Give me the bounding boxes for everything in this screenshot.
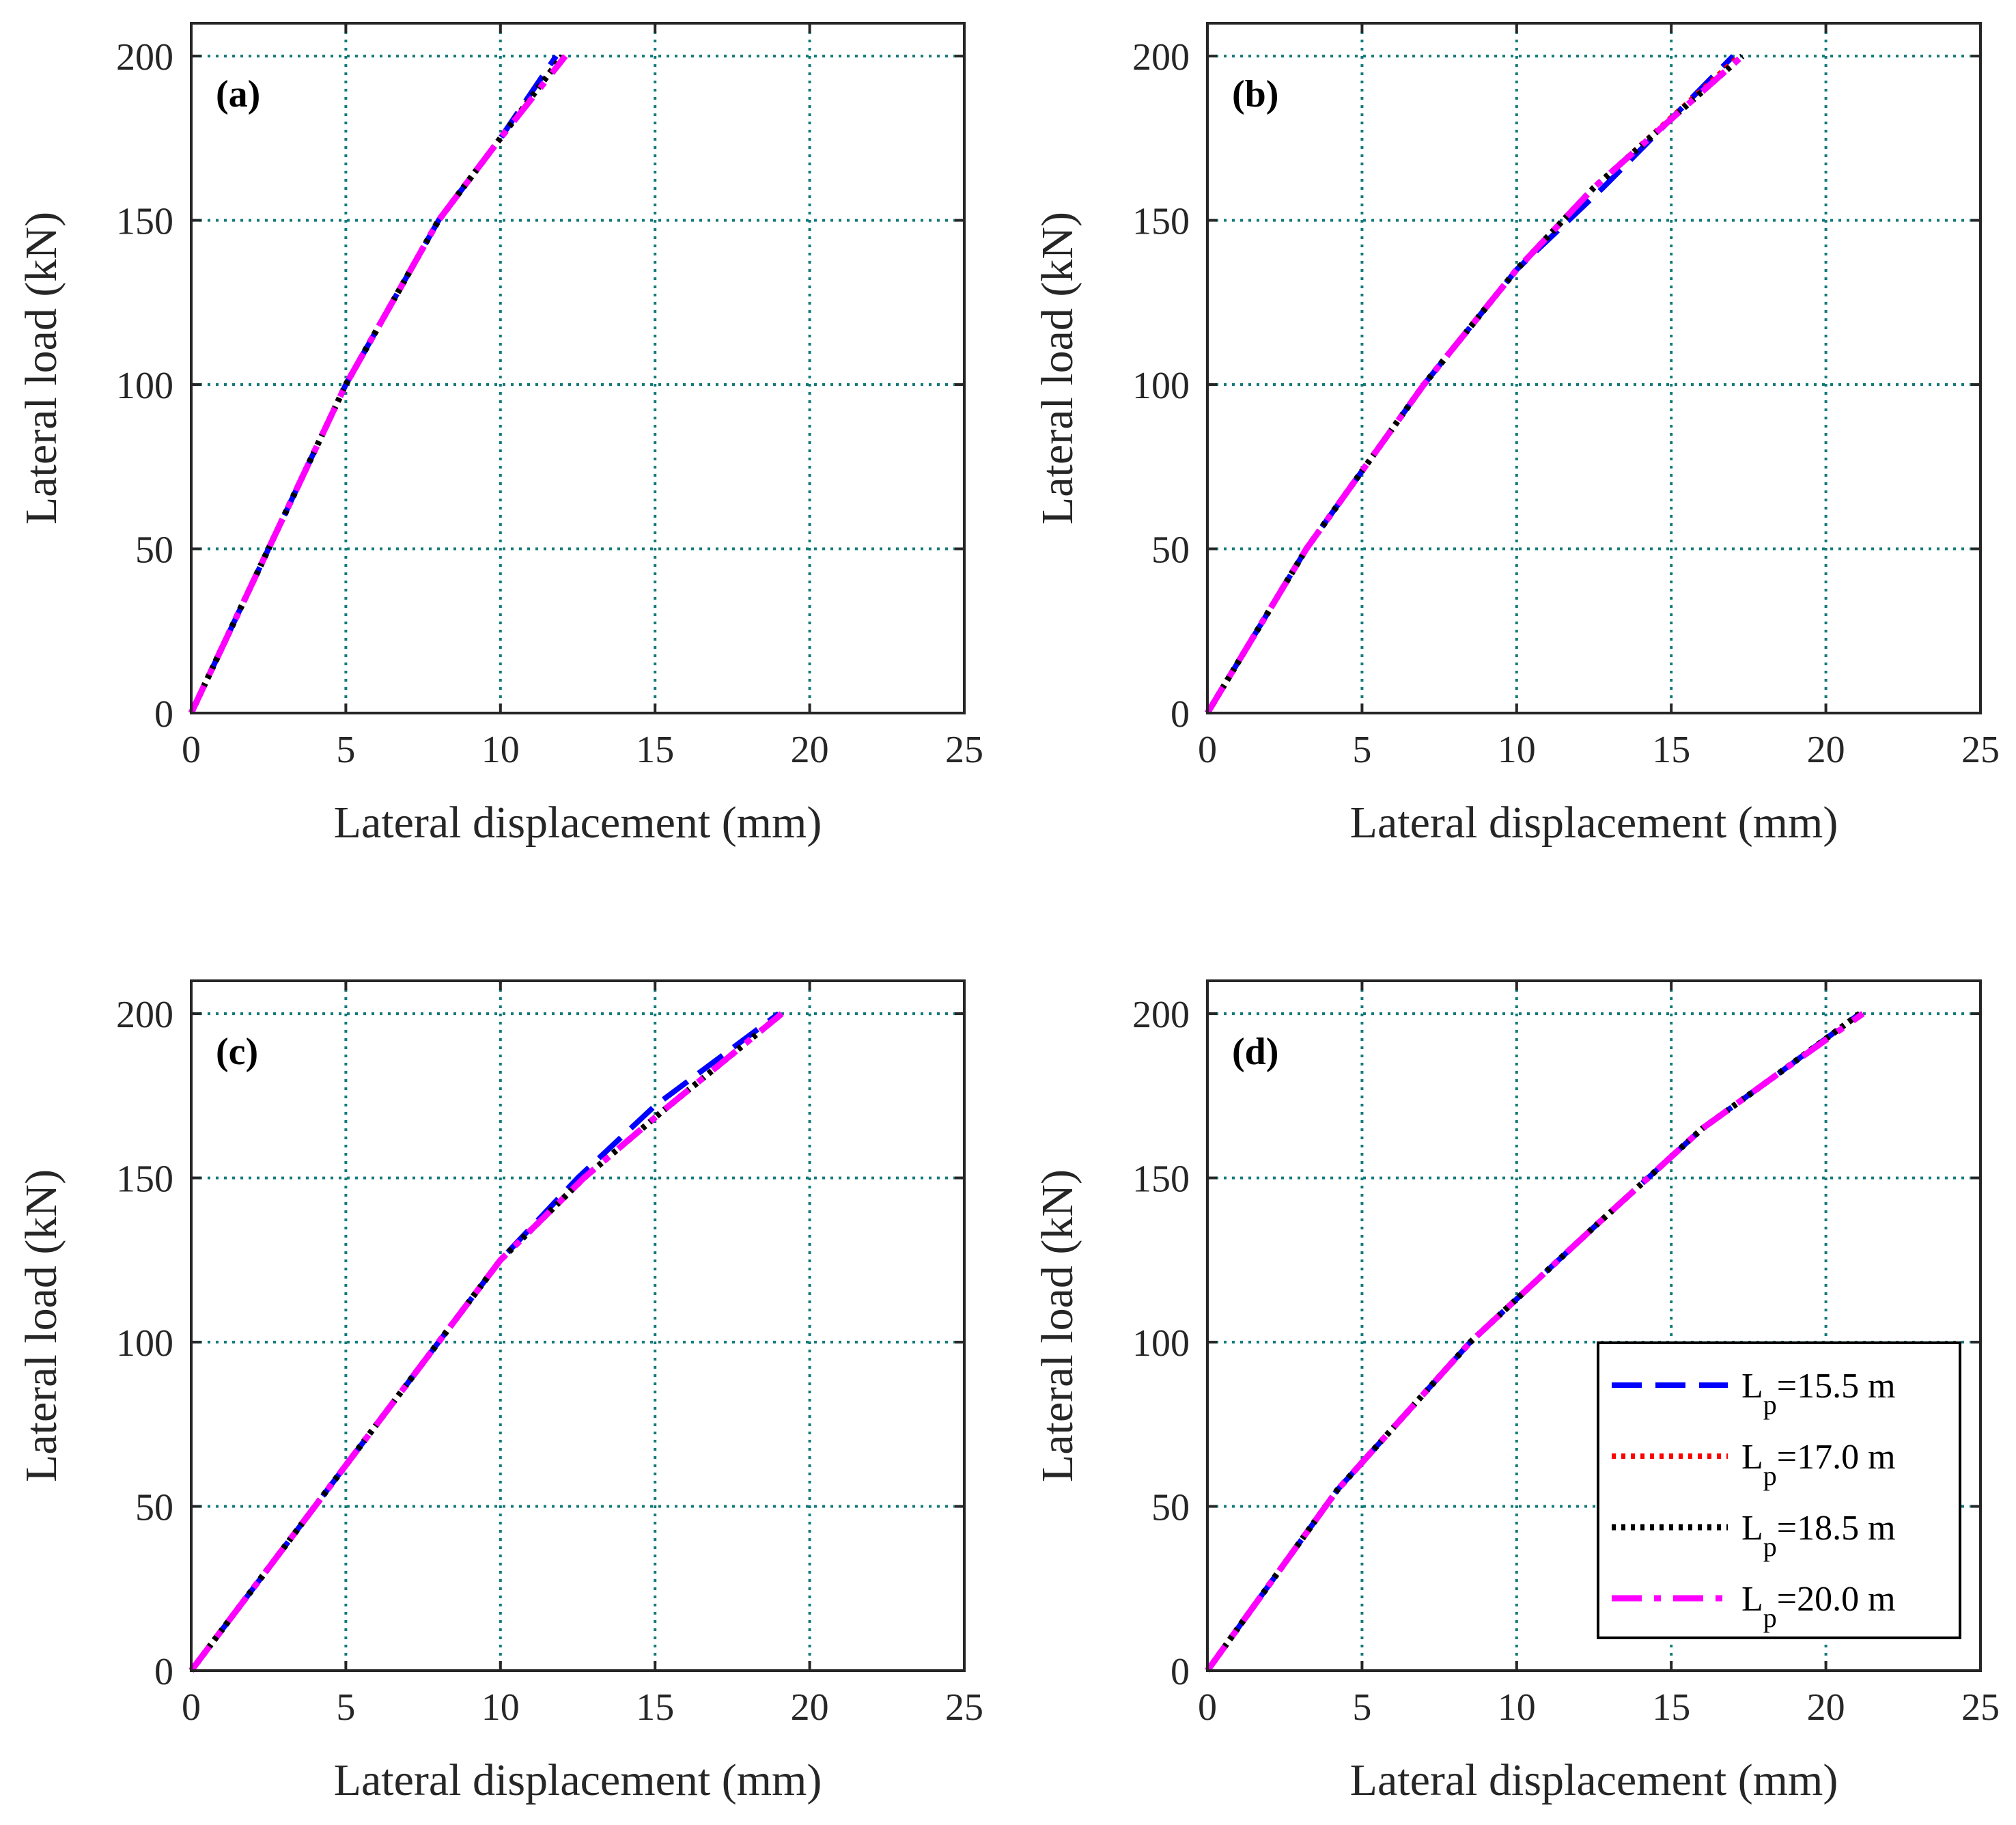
- x-tick-label: 25: [1961, 729, 2000, 771]
- y-tick-label: 150: [1132, 1158, 1190, 1201]
- x-tick-label: 25: [945, 729, 983, 771]
- y-tick-label: 50: [1151, 1487, 1190, 1529]
- legend-box: [1597, 1341, 1961, 1639]
- legend-label-subscript: p: [1763, 1531, 1777, 1562]
- legend-label: Lp=17.0 m: [1741, 1438, 1896, 1491]
- series-line-3: [1205, 53, 1745, 715]
- legend-label: Lp=15.5 m: [1741, 1367, 1896, 1420]
- y-tick-label: 200: [1132, 36, 1190, 79]
- legend-label-prefix: L: [1741, 1509, 1763, 1548]
- y-tick-label: 0: [154, 1651, 173, 1693]
- legend-item-2: Lp=17.0 m: [1612, 1438, 1896, 1491]
- x-tick-label: 10: [481, 729, 520, 771]
- y-axis-label: Lateral load (kN): [16, 212, 66, 525]
- series-line-4: [188, 1011, 784, 1673]
- y-tick-label: 100: [116, 365, 173, 407]
- chart-panel-d: 0 5 10 15 20 25 0 50 100 150 200 Lateral displaceme…: [1033, 979, 2000, 1805]
- y-tick-label: 100: [116, 1322, 173, 1365]
- legend-label-value: =15.5 m: [1777, 1367, 1896, 1406]
- x-tick-label: 20: [1807, 1686, 1845, 1729]
- axes-box: [190, 979, 966, 1672]
- x-tick-label: 25: [945, 1686, 983, 1729]
- series-line-4: [1205, 53, 1745, 715]
- legend-label-subscript: p: [1763, 1602, 1777, 1633]
- legend-label-value: =20.0 m: [1777, 1580, 1896, 1619]
- x-tick-label: 25: [1961, 1686, 2000, 1729]
- x-tick-label: 0: [1198, 729, 1217, 771]
- series-line-1: [188, 1011, 781, 1673]
- chart-panel-b: 0 5 10 15 20 25 0 50 100 150 200 Lateral displaceme…: [1033, 22, 2000, 848]
- y-axis-label: Lateral load (kN): [1033, 212, 1082, 525]
- x-tick-label: 10: [1498, 729, 1536, 771]
- series-line-4: [188, 54, 568, 714]
- x-axis-label: Lateral displacement (mm): [1350, 1755, 1838, 1805]
- legend-label-prefix: L: [1741, 1367, 1763, 1406]
- y-tick-label: 50: [1151, 529, 1190, 572]
- axes-box: [1206, 22, 1982, 714]
- grid: [1207, 23, 1980, 713]
- y-tick-label: 0: [154, 693, 173, 736]
- panel-label: (a): [216, 73, 260, 115]
- x-tick-label: 5: [336, 729, 355, 771]
- series-line-3: [1205, 1011, 1862, 1673]
- y-tick-label: 0: [1171, 693, 1190, 736]
- legend: Lp=15.5 mLp=17.0 mLp=18.5 mLp=20.0 m: [1597, 1341, 1961, 1639]
- y-axis-label: Lateral load (kN): [16, 1169, 66, 1482]
- chart-panel-c: 0 5 10 15 20 25 0 50 100 150 200 Lateral displaceme…: [16, 979, 983, 1805]
- legend-label-subscript: p: [1763, 1389, 1777, 1420]
- legend-item-1: Lp=15.5 m: [1612, 1367, 1896, 1420]
- axes-box: [190, 22, 966, 714]
- x-tick-label: 0: [1198, 1686, 1217, 1729]
- y-tick-label: 50: [135, 1487, 173, 1529]
- grid: [191, 23, 964, 713]
- legend-label: Lp=20.0 m: [1741, 1580, 1896, 1633]
- x-tick-label: 5: [1352, 1686, 1371, 1729]
- legend-label-value: =18.5 m: [1777, 1509, 1896, 1548]
- x-tick-label: 15: [1652, 729, 1690, 771]
- y-tick-label: 0: [1171, 1651, 1190, 1693]
- x-tick-label: 15: [1652, 1686, 1690, 1729]
- panel-label: (b): [1232, 73, 1278, 115]
- y-tick-label: 50: [135, 529, 173, 572]
- x-tick-label: 15: [636, 1686, 674, 1729]
- x-tick-label: 0: [182, 1686, 201, 1729]
- x-tick-label: 5: [1352, 729, 1371, 771]
- series-line-2: [188, 54, 565, 714]
- legend-item-4: Lp=20.0 m: [1612, 1580, 1896, 1633]
- legend-label-subscript: p: [1763, 1460, 1777, 1491]
- y-tick-label: 100: [1132, 1322, 1190, 1365]
- x-axis-label: Lateral displacement (mm): [334, 798, 822, 848]
- x-tick-label: 10: [481, 1686, 520, 1729]
- x-tick-label: 20: [791, 1686, 829, 1729]
- y-tick-label: 200: [116, 36, 173, 79]
- x-tick-label: 0: [182, 729, 201, 771]
- chart-panel-a: 0 5 10 15 20 25 0 50 100 150 200 Lateral displaceme…: [16, 22, 983, 848]
- panel-label: (d): [1232, 1031, 1278, 1073]
- x-tick-label: 10: [1498, 1686, 1536, 1729]
- x-tick-label: 20: [1807, 729, 1845, 771]
- y-tick-label: 200: [1132, 994, 1190, 1036]
- y-tick-label: 150: [1132, 201, 1190, 243]
- axes-box: [1206, 979, 1982, 1672]
- x-axis-label: Lateral displacement (mm): [1350, 798, 1838, 848]
- series-line-3: [188, 54, 565, 714]
- x-axis-label: Lateral displacement (mm): [334, 1755, 822, 1805]
- x-tick-label: 15: [636, 729, 674, 771]
- grid: [191, 981, 964, 1671]
- series-line-1: [1205, 54, 1735, 715]
- y-tick-label: 150: [116, 1158, 173, 1201]
- legend-label: Lp=18.5 m: [1741, 1509, 1896, 1562]
- legend-label-value: =17.0 m: [1777, 1438, 1896, 1477]
- legend-label-prefix: L: [1741, 1438, 1763, 1477]
- y-tick-label: 150: [116, 201, 173, 243]
- y-tick-label: 200: [116, 994, 173, 1036]
- y-tick-label: 100: [1132, 365, 1190, 407]
- y-axis-label: Lateral load (kN): [1033, 1169, 1082, 1482]
- panel-label: (c): [216, 1031, 258, 1073]
- x-tick-label: 5: [336, 1686, 355, 1729]
- legend-item-3: Lp=18.5 m: [1612, 1509, 1896, 1562]
- legend-label-prefix: L: [1741, 1580, 1763, 1619]
- x-tick-label: 20: [791, 729, 829, 771]
